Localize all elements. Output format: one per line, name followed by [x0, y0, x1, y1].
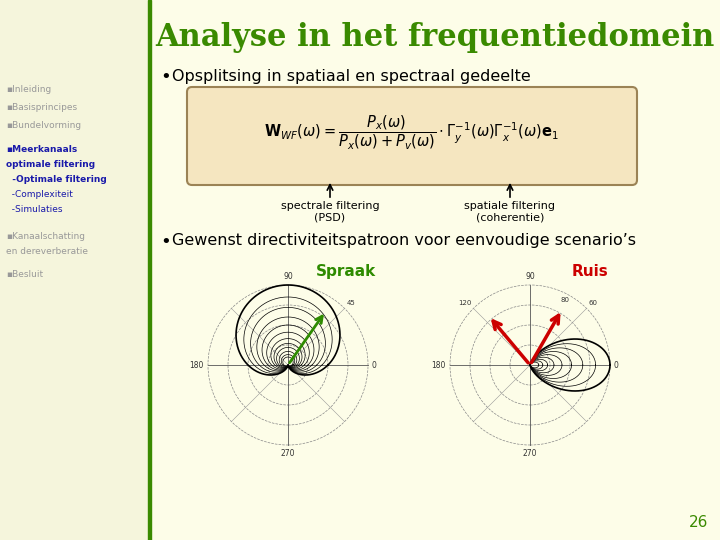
Text: 80: 80 [560, 297, 570, 303]
Bar [0, 0, 148, 540]
Text: Gewenst directiviteitspatroon voor eenvoudige scenario’s: Gewenst directiviteitspatroon voor eenvo… [172, 233, 636, 248]
Text: Analyse in het frequentiedomein: Analyse in het frequentiedomein [156, 22, 715, 53]
Text: •: • [160, 68, 171, 86]
Text: (PSD): (PSD) [315, 212, 346, 222]
Text: 270: 270 [281, 449, 295, 458]
Text: -Optimale filtering: -Optimale filtering [6, 175, 107, 184]
Text: 120: 120 [458, 300, 472, 306]
Text: 45: 45 [346, 300, 355, 306]
Text: 60: 60 [588, 300, 598, 306]
Text: $\mathbf{W}_{WF}(\omega)=\dfrac{P_x(\omega)}{P_x(\omega)+P_v(\omega)}\cdot\Gamma: $\mathbf{W}_{WF}(\omega)=\dfrac{P_x(\ome… [264, 113, 559, 151]
Text: spatiale filtering: spatiale filtering [464, 201, 556, 211]
Text: ▪Kanaalschatting: ▪Kanaalschatting [6, 232, 85, 241]
Text: -Complexiteit: -Complexiteit [6, 190, 73, 199]
Text: Ruis: Ruis [572, 264, 608, 279]
Text: Opsplitsing in spatiaal en spectraal gedeelte: Opsplitsing in spatiaal en spectraal ged… [172, 69, 531, 84]
Text: 90: 90 [283, 272, 293, 281]
FancyBboxPatch shape [187, 87, 637, 185]
Text: 90: 90 [525, 272, 535, 281]
Text: 180: 180 [189, 361, 204, 369]
Text: en dereverberatie: en dereverberatie [6, 247, 88, 256]
Text: spectrale filtering: spectrale filtering [281, 201, 379, 211]
Text: ▪Bundelvorming: ▪Bundelvorming [6, 121, 81, 130]
Text: optimale filtering: optimale filtering [6, 160, 95, 169]
Text: •: • [160, 233, 171, 251]
Text: 180: 180 [431, 361, 446, 369]
Text: ▪Inleiding: ▪Inleiding [6, 85, 51, 94]
Text: 270: 270 [523, 449, 537, 458]
Text: ▪Meerkanaals: ▪Meerkanaals [6, 145, 77, 154]
Text: ▪Besluit: ▪Besluit [6, 270, 43, 279]
Text: Spraak: Spraak [316, 264, 377, 279]
Text: 26: 26 [688, 515, 708, 530]
Bar [148, 0, 151, 540]
Text: 0: 0 [372, 361, 377, 369]
Text: -Simulaties: -Simulaties [6, 205, 63, 214]
Text: 0: 0 [614, 361, 619, 369]
Text: (coherentie): (coherentie) [476, 212, 544, 222]
Text: ▪Basisprincipes: ▪Basisprincipes [6, 103, 77, 112]
